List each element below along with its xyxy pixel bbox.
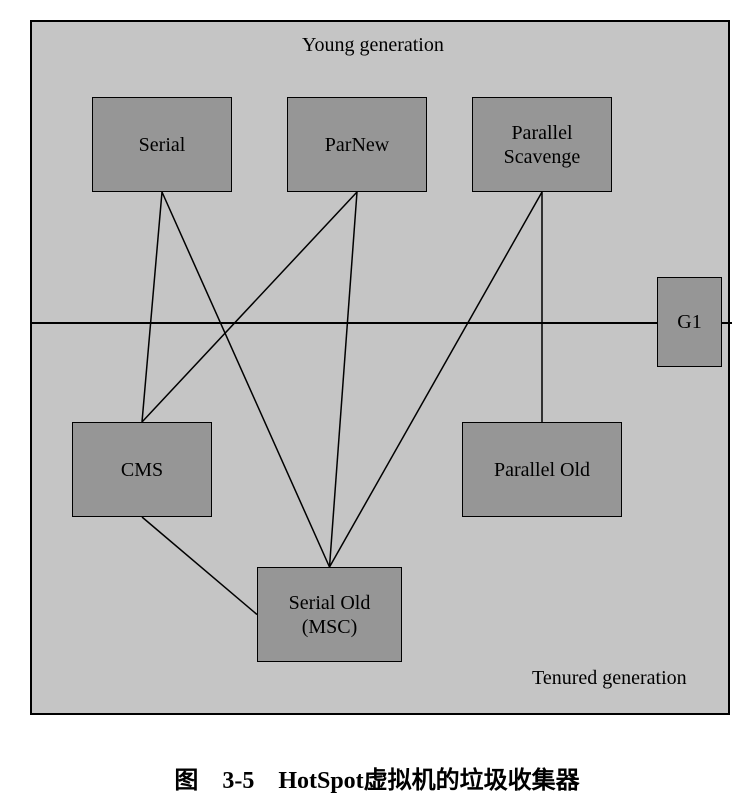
node-g1: G1 — [657, 277, 722, 367]
young-generation-label: Young generation — [302, 34, 444, 57]
node-serialold: Serial Old(MSC) — [257, 567, 402, 662]
node-parnew-label: ParNew — [325, 133, 389, 157]
edge-serial-cms — [142, 192, 162, 422]
node-serial-label: Serial — [139, 133, 186, 157]
node-cms: CMS — [72, 422, 212, 517]
edge-parnew-cms — [142, 192, 357, 422]
diagram-container: Young generation Tenured generation Seri… — [30, 20, 730, 715]
edge-parnew-serialold — [330, 192, 358, 567]
node-cms-label: CMS — [121, 458, 163, 482]
edge-cms-serialold — [142, 517, 257, 615]
node-parnew: ParNew — [287, 97, 427, 192]
node-parallelold: Parallel Old — [462, 422, 622, 517]
generation-divider — [32, 322, 732, 324]
node-parscavenge-label: ParallelScavenge — [504, 121, 581, 169]
node-g1-label: G1 — [677, 310, 701, 334]
figure-caption: 图 3-5 HotSpot虚拟机的垃圾收集器 — [0, 760, 754, 795]
node-serial: Serial — [92, 97, 232, 192]
node-serialold-label: Serial Old(MSC) — [289, 591, 371, 639]
node-parallelold-label: Parallel Old — [494, 458, 590, 482]
node-parscavenge: ParallelScavenge — [472, 97, 612, 192]
tenured-generation-label: Tenured generation — [532, 667, 687, 690]
